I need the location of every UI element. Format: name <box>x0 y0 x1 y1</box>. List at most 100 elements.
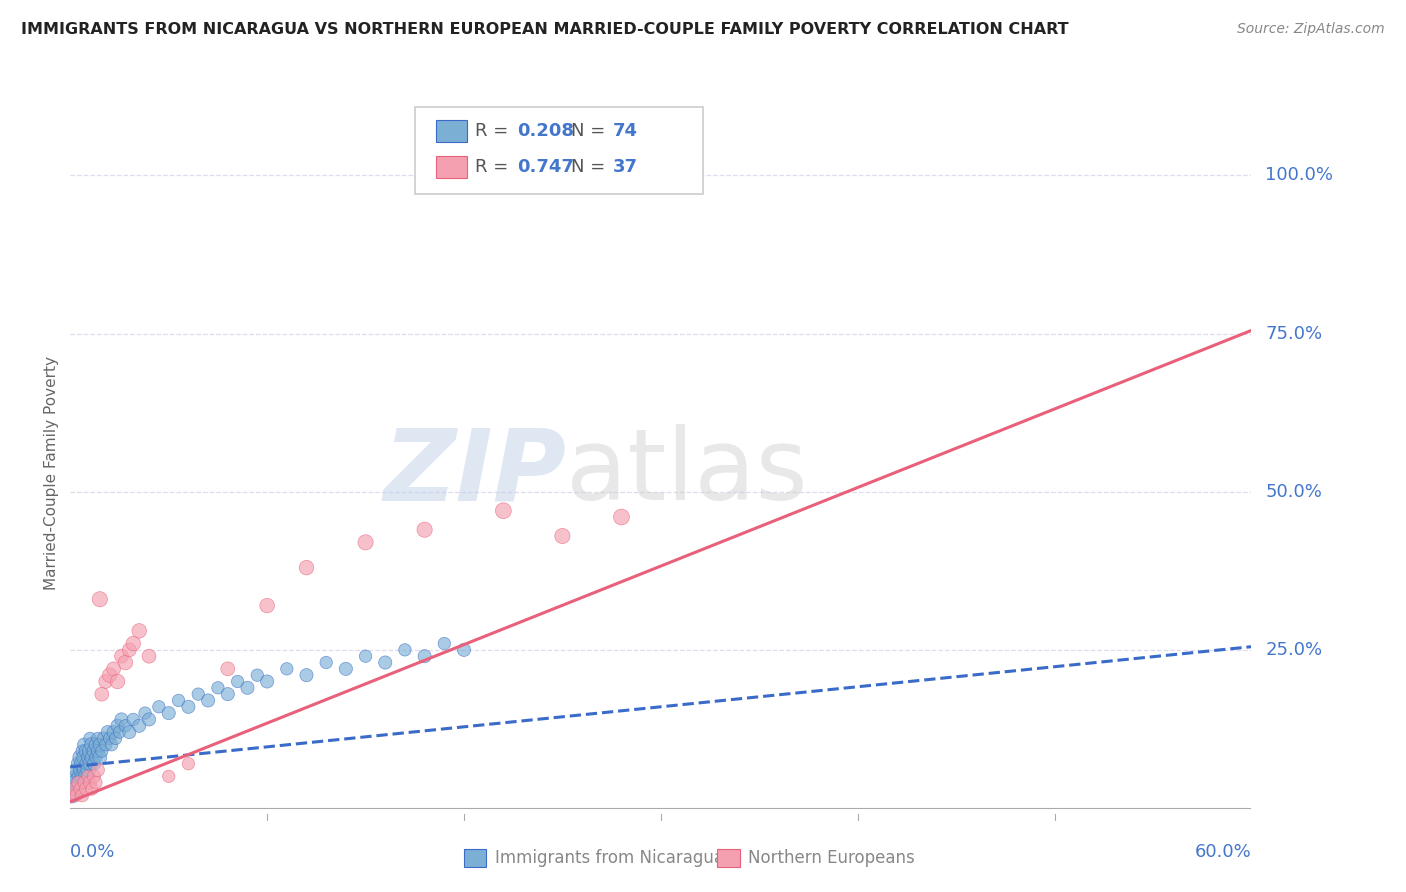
Point <box>70 789 93 803</box>
Text: 75.0%: 75.0% <box>1265 325 1323 343</box>
Point <box>75 782 97 797</box>
Point <box>354 649 377 664</box>
Point <box>453 643 475 657</box>
Point <box>87 731 110 746</box>
Point <box>256 599 278 613</box>
Point <box>413 649 436 664</box>
Point <box>177 699 200 714</box>
Point <box>138 713 160 727</box>
Point <box>67 769 90 783</box>
Point <box>90 687 112 701</box>
Point <box>69 750 91 764</box>
Text: ZIP: ZIP <box>384 425 567 521</box>
Point <box>207 681 229 695</box>
Point <box>70 756 93 771</box>
Text: 74: 74 <box>613 122 638 140</box>
Point <box>80 782 103 797</box>
Point <box>110 713 132 727</box>
Point <box>103 662 125 676</box>
Point <box>73 738 96 752</box>
Point <box>103 725 125 739</box>
Point <box>73 775 96 789</box>
Point <box>217 662 239 676</box>
Point <box>315 656 337 670</box>
Point <box>75 769 97 783</box>
Point <box>118 725 141 739</box>
Point <box>69 782 91 797</box>
Point <box>65 775 87 789</box>
Point <box>63 769 86 783</box>
Point <box>60 789 83 803</box>
Text: N =: N = <box>571 158 610 176</box>
Point <box>70 744 93 758</box>
Point <box>157 769 180 783</box>
Point <box>492 504 515 518</box>
Text: IMMIGRANTS FROM NICARAGUA VS NORTHERN EUROPEAN MARRIED-COUPLE FAMILY POVERTY COR: IMMIGRANTS FROM NICARAGUA VS NORTHERN EU… <box>21 22 1069 37</box>
Text: Source: ZipAtlas.com: Source: ZipAtlas.com <box>1237 22 1385 37</box>
Point <box>374 656 396 670</box>
Point <box>177 756 200 771</box>
Point <box>610 510 633 524</box>
Point <box>433 636 456 650</box>
Point <box>63 782 86 797</box>
Point <box>75 756 97 771</box>
Point <box>69 775 91 789</box>
Text: Immigrants from Nicaragua: Immigrants from Nicaragua <box>495 849 724 867</box>
Text: R =: R = <box>475 122 515 140</box>
Point <box>122 713 145 727</box>
Point <box>394 643 416 657</box>
Point <box>128 719 150 733</box>
Point <box>256 674 278 689</box>
Point <box>79 744 101 758</box>
Point <box>89 592 111 607</box>
Point <box>128 624 150 638</box>
Point <box>108 725 131 739</box>
Point <box>335 662 357 676</box>
Point <box>84 750 107 764</box>
Point <box>236 681 259 695</box>
Point <box>77 763 100 777</box>
Point <box>67 775 90 789</box>
Point <box>226 674 249 689</box>
Point <box>67 782 90 797</box>
Point <box>87 744 110 758</box>
Point <box>67 756 90 771</box>
Y-axis label: Married-Couple Family Poverty: Married-Couple Family Poverty <box>44 356 59 590</box>
Text: Northern Europeans: Northern Europeans <box>748 849 915 867</box>
Point <box>122 636 145 650</box>
Point <box>107 719 129 733</box>
Point <box>87 763 110 777</box>
Point <box>94 674 117 689</box>
Point <box>89 750 111 764</box>
Point <box>98 668 121 682</box>
Point <box>107 674 129 689</box>
Point <box>65 763 87 777</box>
Text: R =: R = <box>475 158 515 176</box>
Point <box>118 643 141 657</box>
Point <box>104 731 127 746</box>
Point <box>83 744 105 758</box>
Text: 25.0%: 25.0% <box>1265 640 1323 659</box>
Point <box>90 744 112 758</box>
Point <box>79 731 101 746</box>
Point <box>138 649 160 664</box>
Point <box>148 699 170 714</box>
Point <box>75 744 97 758</box>
Point <box>167 693 190 707</box>
Point <box>84 775 107 789</box>
Point <box>217 687 239 701</box>
Text: 60.0%: 60.0% <box>1195 843 1251 861</box>
Point <box>413 523 436 537</box>
Point <box>187 687 209 701</box>
Point <box>79 756 101 771</box>
Text: N =: N = <box>571 122 610 140</box>
Point <box>100 738 122 752</box>
Point <box>83 769 105 783</box>
Text: 37: 37 <box>613 158 638 176</box>
Point <box>80 750 103 764</box>
Text: 50.0%: 50.0% <box>1265 483 1322 500</box>
Point <box>73 763 96 777</box>
Point <box>354 535 377 549</box>
Text: 0.208: 0.208 <box>517 122 575 140</box>
Point <box>80 738 103 752</box>
